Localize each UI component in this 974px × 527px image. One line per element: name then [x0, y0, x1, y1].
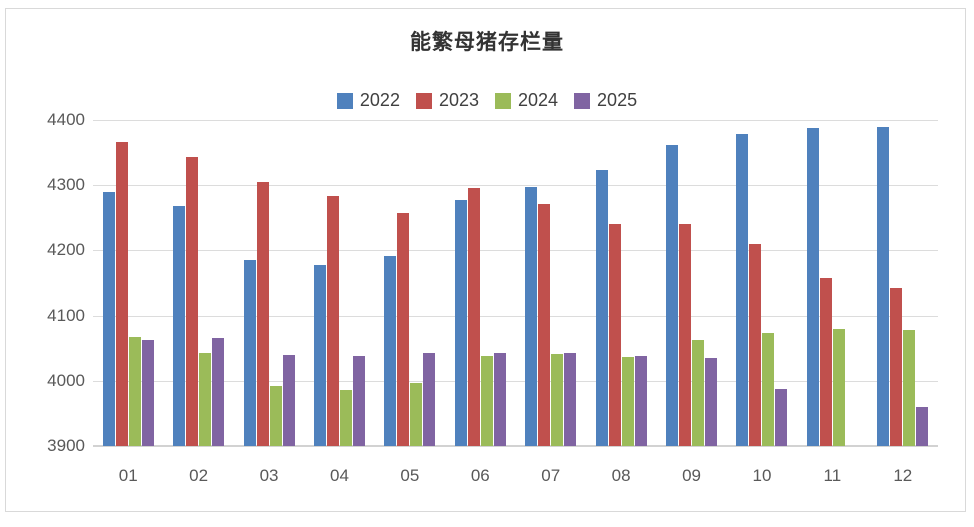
legend-swatch-2025 — [574, 92, 591, 109]
legend-item-2025: 2025 — [574, 90, 637, 111]
bar-2023-09 — [679, 224, 692, 446]
x-tick-label: 01 — [118, 466, 138, 485]
bar-2022-06 — [454, 200, 467, 446]
bar-2022-09 — [666, 144, 679, 446]
y-gridline — [93, 315, 938, 317]
bar-2022-11 — [806, 127, 819, 446]
x-tick-label: 02 — [189, 466, 209, 485]
x-tick-label: 06 — [470, 466, 490, 485]
bar-2024-09 — [692, 340, 705, 446]
legend-label-2025: 2025 — [597, 90, 638, 110]
bar-2023-03 — [256, 181, 269, 446]
bar-2024-04 — [339, 389, 352, 446]
x-tick-label: 12 — [893, 466, 913, 485]
legend-item-2024: 2024 — [495, 90, 558, 111]
bar-2022-01 — [102, 191, 115, 446]
bar-2022-10 — [736, 133, 749, 446]
bar-2025-09 — [705, 357, 718, 446]
bar-2023-08 — [608, 223, 621, 446]
x-axis-line — [93, 445, 938, 447]
bar-2022-03 — [243, 260, 256, 446]
legend-swatch-2023 — [415, 92, 432, 109]
bar-2024-11 — [832, 328, 845, 446]
bar-2024-10 — [762, 333, 775, 446]
bar-2023-06 — [467, 187, 480, 446]
y-tick-label: 4000 — [47, 370, 85, 390]
x-tick-label: 03 — [259, 466, 279, 485]
x-tick-label: 08 — [611, 466, 631, 485]
bar-2024-08 — [621, 357, 634, 446]
bar-2024-06 — [480, 356, 493, 446]
bar-2023-01 — [115, 141, 128, 446]
x-tick-label: 04 — [329, 466, 349, 485]
bar-2023-07 — [538, 204, 551, 446]
y-tick-label: 4200 — [47, 240, 85, 260]
legend: 2022 2023 2024 2025 — [0, 90, 974, 111]
legend-item-2022: 2022 — [336, 90, 400, 111]
bar-2024-01 — [128, 337, 141, 446]
bar-2023-02 — [186, 157, 199, 446]
y-tick-label: 3900 — [47, 436, 85, 455]
x-tick-label: 05 — [400, 466, 420, 485]
y-gridline — [93, 120, 938, 121]
bar-2025-12 — [916, 406, 929, 446]
bar-2023-11 — [819, 277, 832, 446]
x-tick-label: 09 — [682, 466, 701, 485]
x-tick-label: 07 — [541, 466, 561, 485]
legend-label-2024: 2024 — [518, 90, 559, 110]
y-gridline — [93, 185, 938, 187]
plot-area: 4400 4300 4200 4100 4000 3900 01 02 03 04 05 06 07 08… — [47, 110, 938, 485]
bar-2022-02 — [173, 206, 186, 446]
bar-2025-03 — [282, 355, 295, 446]
y-tick-label: 4300 — [47, 175, 85, 195]
x-tick-label: 10 — [752, 466, 772, 485]
legend-item-2023: 2023 — [415, 90, 479, 111]
bar-2025-02 — [212, 337, 225, 446]
bar-2024-07 — [551, 354, 564, 446]
bar-2023-04 — [326, 195, 339, 446]
bar-2025-10 — [775, 388, 788, 446]
bar-2023-10 — [749, 243, 762, 446]
y-gridline — [93, 380, 938, 382]
bar-2025-06 — [493, 352, 506, 446]
y-tick-label: 4400 — [47, 110, 85, 129]
bar-2022-04 — [313, 265, 326, 446]
y-tick-label: 4100 — [47, 305, 85, 325]
legend-label-2023: 2023 — [438, 90, 479, 110]
bar-2024-03 — [269, 386, 282, 446]
bar-2025-01 — [141, 340, 154, 446]
bar-2023-05 — [397, 212, 410, 446]
legend-swatch-2024 — [495, 92, 511, 109]
legend-swatch-2022 — [336, 92, 353, 109]
bar-2023-12 — [890, 288, 903, 446]
x-tick-label: 11 — [823, 466, 842, 485]
bar-2022-12 — [877, 126, 890, 446]
bar-2022-05 — [384, 255, 397, 446]
bar-2025-04 — [352, 356, 365, 446]
bar-2025-08 — [634, 356, 647, 446]
bar-2024-02 — [199, 353, 212, 446]
bar-2024-12 — [903, 329, 916, 446]
bar-2022-08 — [595, 169, 608, 446]
bar-2024-05 — [410, 383, 423, 446]
legend-label-2022: 2022 — [359, 90, 400, 110]
bar-2025-07 — [564, 353, 577, 446]
y-gridline — [93, 250, 938, 252]
bar-2022-07 — [525, 186, 538, 446]
bar-2025-05 — [423, 353, 436, 446]
chart-title: 能繁母猪存栏量 — [410, 29, 564, 54]
